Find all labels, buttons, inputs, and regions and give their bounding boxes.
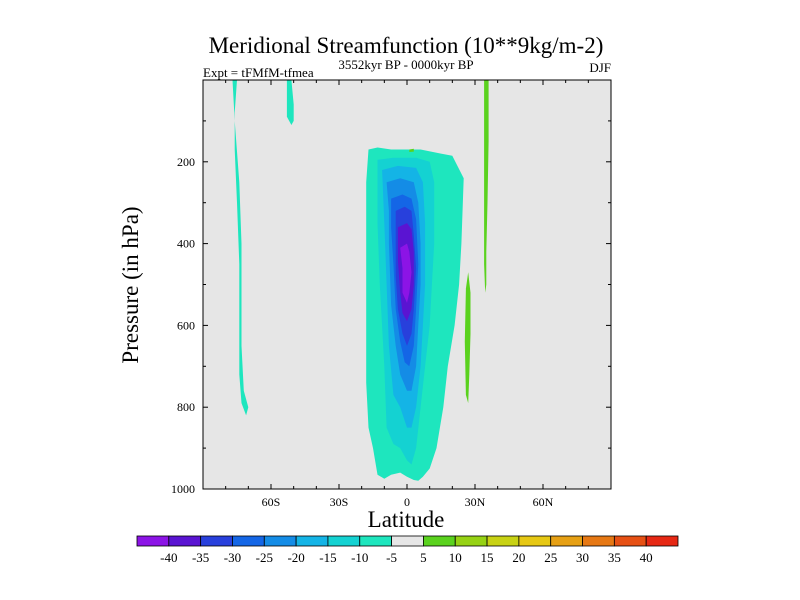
colorbar-label: 40 [640, 550, 653, 565]
x-tick-label: 30N [465, 495, 486, 509]
axis-ticks [202, 79, 612, 490]
colorbar-swatch [136, 535, 170, 547]
colorbar-swatch [486, 535, 520, 547]
colorbar-label: -25 [256, 550, 273, 565]
colorbar-swatch [327, 535, 361, 547]
upper-equatorial-positive [409, 148, 414, 152]
colorbar-label: -30 [224, 550, 241, 565]
y-tick-label: 1000 [171, 482, 195, 496]
colorbar-swatch [359, 535, 392, 547]
y-axis-label: Pressure (in hPa) [118, 206, 143, 363]
colorbar-swatch [263, 535, 297, 547]
colorbar-swatch [550, 535, 583, 547]
nh-subtropical-positive-upper [484, 80, 489, 293]
colorbar-swatch [645, 535, 679, 547]
colorbar-label: 25 [544, 550, 557, 565]
colorbar-label: 20 [512, 550, 525, 565]
x-axis-label: Latitude [368, 507, 445, 532]
y-tick-label: 200 [177, 155, 195, 169]
sh-polar-cap-negative [286, 80, 294, 125]
colorbar-label: 5 [420, 550, 427, 565]
x-tick-label: 60N [533, 495, 554, 509]
axis-tick-labels: 60S 30S 0 30N 60N 200 400 600 800 1000 [171, 155, 554, 509]
y-tick-label: 400 [177, 237, 195, 251]
colorbar-label: 10 [449, 550, 462, 565]
colorbar-label: 35 [608, 550, 621, 565]
x-tick-label: 30S [330, 495, 349, 509]
colorbar-swatch [391, 535, 424, 547]
contour-fill-regions [232, 80, 489, 481]
colorbar-label: -15 [319, 550, 336, 565]
colorbar-swatch [232, 535, 265, 547]
colorbar-label: -20 [287, 550, 304, 565]
nh-subtropical-positive-lower [464, 272, 471, 404]
colorbar-label: -40 [160, 550, 177, 565]
colorbar-swatch [613, 535, 647, 547]
chart-right-string: DJF [589, 60, 611, 75]
colorbar-swatch [454, 535, 488, 547]
colorbar-swatch [582, 535, 615, 547]
y-tick-label: 600 [177, 318, 195, 332]
colorbar-label: 30 [576, 550, 589, 565]
tropical-cell-minus-40 [400, 243, 412, 303]
colorbar-swatch [295, 535, 329, 547]
colorbar-label: 15 [481, 550, 494, 565]
x-tick-label: 60S [262, 495, 281, 509]
colorbar-labels: -40 -35 -30 -25 -20 -15 -10 -5 5 10 15 20 25 30 35 40 [160, 550, 653, 565]
colorbar-label: -35 [192, 550, 209, 565]
colorbar-swatch [200, 535, 233, 547]
chart-left-string: Expt = tFMfM-tfmea [203, 65, 314, 80]
colorbar [136, 535, 679, 547]
chart-center-string: 3552kyr BP - 0000kyr BP [338, 57, 473, 72]
colorbar-label: -10 [351, 550, 368, 565]
colorbar-swatch [168, 535, 202, 547]
x-tick-label: 0 [404, 495, 410, 509]
sh-high-lat-negative [232, 80, 249, 416]
colorbar-swatch [423, 535, 456, 547]
colorbar-swatch [518, 535, 552, 547]
colorbar-label: -5 [386, 550, 397, 565]
chart-title: Meridional Streamfunction (10**9kg/m-2) [209, 33, 604, 58]
y-tick-label: 800 [177, 400, 195, 414]
